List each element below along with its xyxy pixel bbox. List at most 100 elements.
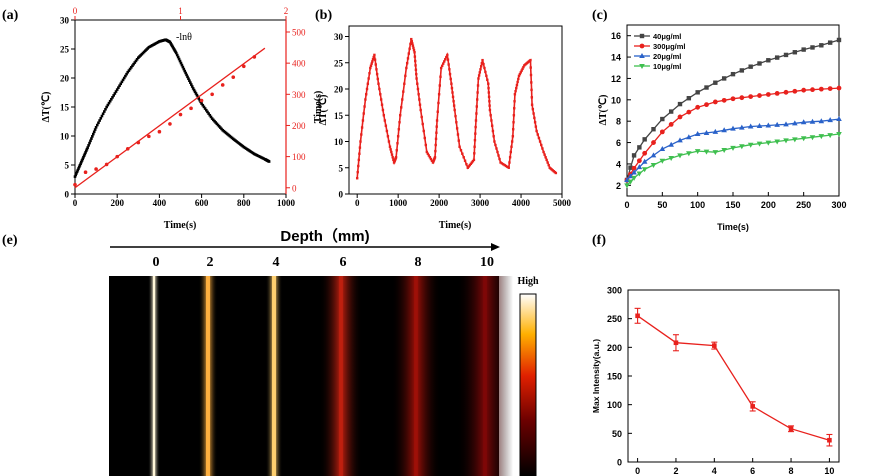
chart-b-point: [545, 158, 548, 162]
chart-c-ytick-label: 4: [616, 159, 621, 169]
chart-b-point: [521, 67, 524, 71]
chart-a-temp-point: [100, 114, 104, 118]
chart-b-point: [365, 87, 369, 91]
chart-b-point: [435, 131, 438, 134]
chart-c-point: [677, 114, 683, 120]
chart-b-point: [540, 143, 543, 147]
chart-b-point: [516, 80, 519, 84]
chart-b-point: [380, 103, 384, 106]
chart-a-temp-point: [178, 59, 182, 63]
chart-c-point: [783, 89, 789, 95]
chart-b-point: [360, 126, 364, 129]
chart-a: Time(s) ΔT(℃) Time(s) -lnθ 0 200 400 600 800…: [41, 6, 324, 231]
chart-b-point: [379, 93, 382, 96]
chart-c-point: [659, 158, 666, 164]
chart-c-point: [792, 88, 798, 94]
chart-f-ylabel: Max Intensity(a.u.): [591, 339, 601, 413]
chart-b-point: [368, 72, 371, 75]
chart-c-point: [765, 92, 771, 97]
chart-b-point: [403, 82, 406, 85]
chart-a-temp-point: [127, 69, 131, 72]
chart-c-point: [636, 164, 643, 170]
chart-b-point: [513, 93, 517, 96]
chart-b-point: [412, 46, 415, 50]
chart-b-point: [428, 156, 432, 159]
chart-c-xtick-label: 300: [831, 200, 846, 210]
chart-b-xtick-label: 5000: [553, 198, 572, 208]
chart-a-temp-point: [114, 90, 118, 93]
chart-b-point: [517, 77, 520, 81]
chart-b-point: [360, 133, 363, 136]
chart-a-xtick-label: 600: [195, 198, 209, 208]
depth-tick-label: 0: [153, 255, 160, 270]
chart-b-point: [398, 121, 401, 124]
chart-c-point: [651, 140, 656, 145]
chart-c-point: [818, 118, 825, 124]
chart-b-point: [543, 153, 546, 156]
chart-a-fit-point: [189, 106, 193, 111]
chart-a-fit-point: [115, 154, 119, 159]
chart-b-point: [466, 166, 469, 169]
chart-f-ytick-label: 50: [612, 429, 622, 439]
chart-c-point: [642, 150, 648, 156]
chart-a-temp-point: [99, 116, 103, 120]
chart-b-point: [384, 124, 388, 127]
chart-b-point: [362, 112, 365, 115]
chart-b-point: [369, 66, 372, 70]
chart-b-point: [416, 82, 419, 85]
chart-c-ytick-label: 16: [611, 31, 621, 41]
chart-a-ytick-label: 20: [60, 74, 70, 84]
chart-b-point: [487, 95, 491, 99]
chart-c-point: [631, 153, 637, 158]
chart-a-temp-point: [74, 173, 78, 177]
chart-a-xtick-label: 1000: [277, 198, 296, 208]
chart-a-temp-point: [115, 88, 119, 91]
chart-b-point: [434, 149, 437, 153]
chart-c-point: [641, 167, 648, 173]
chart-b-point: [498, 157, 501, 161]
chart-b-point: [363, 105, 366, 108]
chart-a-temp-point: [190, 85, 194, 88]
chart-c-point: [747, 142, 754, 148]
chart-c-legend-marker: [639, 53, 645, 58]
chart-f-xtick-label: 2: [673, 466, 678, 476]
chart-c-point: [836, 85, 842, 91]
chart-b-point: [489, 114, 492, 117]
chart-b-point: [510, 145, 513, 148]
chart-c-point: [631, 165, 637, 171]
chart-a-temp-point: [82, 154, 86, 157]
depth-tick-label: 6: [340, 255, 347, 270]
chart-b-ytick-label: 25: [334, 58, 344, 68]
chart-b-point: [426, 152, 430, 155]
chart-b-point: [491, 129, 495, 133]
chart-b-point: [430, 159, 434, 162]
chart-a-fit-point: [220, 83, 225, 87]
chart-b-point: [506, 165, 509, 169]
chart-a-ylabel: ΔT(℃): [41, 92, 52, 123]
chart-b-point: [488, 104, 491, 107]
chart-c-point: [668, 141, 674, 147]
panel-label-f: (f): [592, 233, 606, 248]
chart-a-fit-point: [242, 64, 246, 69]
chart-a-temp-point: [121, 78, 125, 82]
chart-b-point: [379, 98, 383, 101]
chart-b-point: [537, 136, 541, 140]
chart-c-point: [827, 86, 833, 91]
chart-b-point: [462, 156, 465, 159]
chart-a-temp-point: [81, 157, 85, 161]
depth-axis-arrow-icon: [491, 243, 500, 251]
chart-f-point: [635, 313, 640, 319]
chart-a-temp-point: [197, 97, 201, 100]
chart-b-point: [373, 58, 377, 61]
chart-a-temp-point: [80, 159, 84, 162]
chart-a-temp-point: [79, 162, 82, 166]
chart-b-point: [376, 77, 380, 81]
chart-c-point: [703, 129, 710, 135]
chart-a-y2tick-label: 0: [292, 183, 297, 193]
chart-b-point: [442, 62, 445, 65]
chart-b-point: [367, 77, 370, 80]
chart-b-point: [511, 135, 515, 138]
chart-b-point: [497, 154, 500, 157]
chart-b-point: [541, 147, 544, 150]
